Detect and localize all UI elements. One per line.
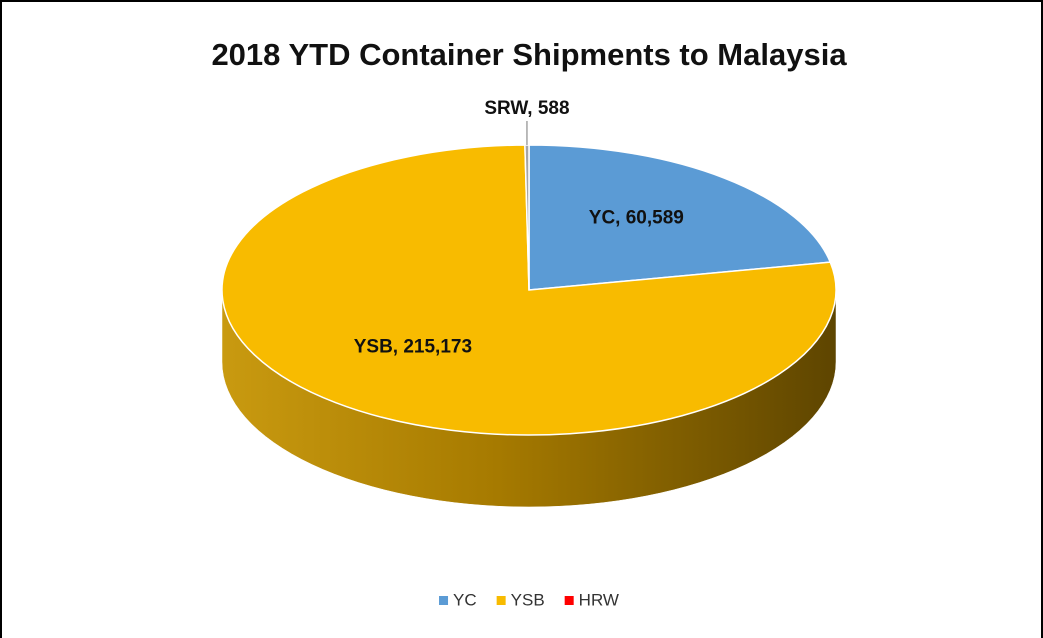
- legend-swatch: [496, 596, 506, 605]
- legend: YC YSB HRW: [439, 590, 619, 609]
- data-label: YSB, 215,173: [354, 337, 472, 358]
- pie-slice: [528, 144, 832, 291]
- legend-label: HRW: [579, 590, 619, 609]
- chart-title: 2018 YTD Container Shipments to Malaysia: [211, 37, 847, 72]
- legend-label: YSB: [511, 590, 545, 609]
- data-labels: YC, 60,589 YSB, 215,173 SRW, 588: [354, 98, 684, 358]
- legend-swatch: [439, 596, 449, 605]
- legend-label: YC: [453, 590, 477, 609]
- data-label: YC, 60,589: [589, 207, 684, 228]
- data-label: SRW, 588: [484, 98, 569, 119]
- pie: [221, 144, 837, 508]
- pie-slice: [524, 144, 530, 291]
- legend-swatch: [564, 596, 574, 605]
